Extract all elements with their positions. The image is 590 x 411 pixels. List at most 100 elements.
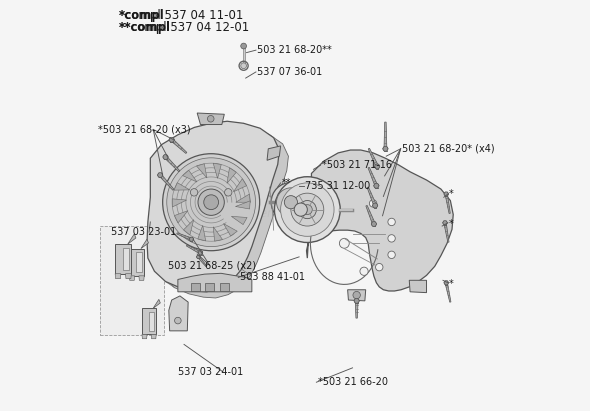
Polygon shape: [183, 219, 194, 235]
Polygon shape: [196, 164, 207, 178]
Bar: [220, 283, 229, 291]
Polygon shape: [384, 122, 387, 149]
Polygon shape: [445, 282, 451, 302]
Circle shape: [376, 263, 383, 271]
Polygon shape: [172, 199, 186, 207]
Circle shape: [444, 192, 448, 196]
Polygon shape: [366, 206, 375, 224]
Polygon shape: [444, 222, 449, 242]
Polygon shape: [175, 211, 188, 223]
Polygon shape: [231, 216, 247, 224]
Circle shape: [169, 137, 174, 142]
Bar: [205, 283, 214, 291]
Polygon shape: [409, 280, 427, 293]
Polygon shape: [142, 335, 147, 339]
Circle shape: [191, 189, 198, 196]
Circle shape: [369, 200, 377, 207]
Circle shape: [339, 238, 349, 248]
Bar: [191, 283, 200, 291]
Circle shape: [198, 251, 202, 255]
Text: **: **: [282, 178, 291, 188]
Text: *compl: *compl: [119, 9, 165, 22]
Circle shape: [274, 177, 340, 242]
Polygon shape: [141, 239, 149, 249]
Circle shape: [284, 196, 297, 209]
Polygon shape: [142, 308, 156, 335]
Text: *503 21 66-20: *503 21 66-20: [317, 377, 388, 387]
Circle shape: [388, 218, 395, 226]
Circle shape: [175, 317, 181, 324]
Circle shape: [241, 63, 247, 69]
Polygon shape: [213, 163, 221, 178]
Circle shape: [225, 189, 232, 196]
Circle shape: [189, 237, 194, 241]
Circle shape: [443, 221, 447, 225]
Polygon shape: [234, 179, 247, 192]
Circle shape: [299, 201, 316, 219]
Circle shape: [277, 188, 305, 217]
Polygon shape: [139, 276, 144, 280]
Polygon shape: [182, 170, 197, 182]
Circle shape: [388, 251, 395, 259]
Polygon shape: [214, 227, 222, 241]
Polygon shape: [126, 274, 132, 279]
Polygon shape: [197, 113, 224, 125]
Circle shape: [353, 291, 360, 299]
Polygon shape: [147, 121, 280, 292]
Text: ereplacementparts.com: ereplacementparts.com: [216, 207, 358, 220]
Polygon shape: [348, 290, 366, 301]
Polygon shape: [153, 299, 160, 308]
Text: *compl 537 04 11-01: *compl 537 04 11-01: [119, 9, 244, 22]
Text: 503 88 41-01: 503 88 41-01: [240, 272, 304, 282]
Text: 537 03 24-01: 537 03 24-01: [178, 367, 243, 377]
Polygon shape: [129, 276, 135, 280]
Circle shape: [271, 182, 310, 222]
Polygon shape: [198, 225, 206, 241]
Polygon shape: [159, 174, 174, 190]
Circle shape: [163, 154, 260, 251]
Polygon shape: [445, 194, 450, 214]
Polygon shape: [127, 234, 136, 244]
Polygon shape: [368, 167, 378, 186]
Polygon shape: [151, 335, 156, 339]
Circle shape: [281, 183, 334, 236]
Text: *: *: [449, 279, 454, 289]
Text: 503 21 68-25 (x2): 503 21 68-25 (x2): [168, 260, 255, 270]
Polygon shape: [224, 224, 237, 236]
Polygon shape: [307, 150, 453, 291]
Circle shape: [354, 298, 359, 303]
Text: 735 31 12-00: 735 31 12-00: [305, 181, 371, 191]
Polygon shape: [174, 182, 190, 190]
Circle shape: [388, 235, 395, 242]
Circle shape: [383, 146, 388, 151]
Text: 503 21 68-20**: 503 21 68-20**: [257, 45, 332, 55]
Polygon shape: [149, 312, 154, 331]
Text: 537 03 23-01: 537 03 23-01: [111, 227, 176, 237]
Circle shape: [163, 155, 168, 159]
Circle shape: [167, 158, 255, 247]
Circle shape: [444, 281, 448, 285]
Polygon shape: [165, 156, 180, 172]
Circle shape: [291, 193, 324, 226]
Polygon shape: [186, 245, 201, 254]
Polygon shape: [267, 146, 281, 160]
Circle shape: [372, 222, 376, 226]
Polygon shape: [136, 252, 142, 272]
Polygon shape: [116, 244, 131, 274]
Polygon shape: [227, 168, 236, 183]
Polygon shape: [123, 248, 129, 270]
Polygon shape: [367, 187, 376, 206]
Polygon shape: [171, 139, 187, 153]
Polygon shape: [198, 256, 206, 267]
Text: *503 21 68-20 (x3): *503 21 68-20 (x3): [98, 125, 191, 134]
Polygon shape: [130, 249, 144, 276]
Circle shape: [373, 203, 378, 208]
Text: *503 21 71-16: *503 21 71-16: [322, 160, 392, 170]
Polygon shape: [100, 226, 164, 335]
Text: 503 21 68-20* (x4): 503 21 68-20* (x4): [402, 144, 494, 154]
Polygon shape: [355, 301, 358, 318]
Circle shape: [303, 205, 312, 215]
Polygon shape: [236, 194, 250, 202]
Polygon shape: [177, 233, 192, 240]
Circle shape: [204, 195, 218, 210]
